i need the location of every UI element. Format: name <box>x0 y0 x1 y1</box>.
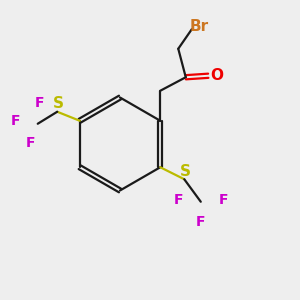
Text: F: F <box>26 136 35 150</box>
Text: Br: Br <box>190 19 209 34</box>
Text: F: F <box>196 215 206 229</box>
Text: F: F <box>218 193 228 207</box>
Text: O: O <box>210 68 223 83</box>
Text: S: S <box>53 96 64 111</box>
Text: F: F <box>11 114 20 128</box>
Text: F: F <box>34 96 44 110</box>
Text: S: S <box>180 164 191 179</box>
Text: F: F <box>173 193 183 207</box>
